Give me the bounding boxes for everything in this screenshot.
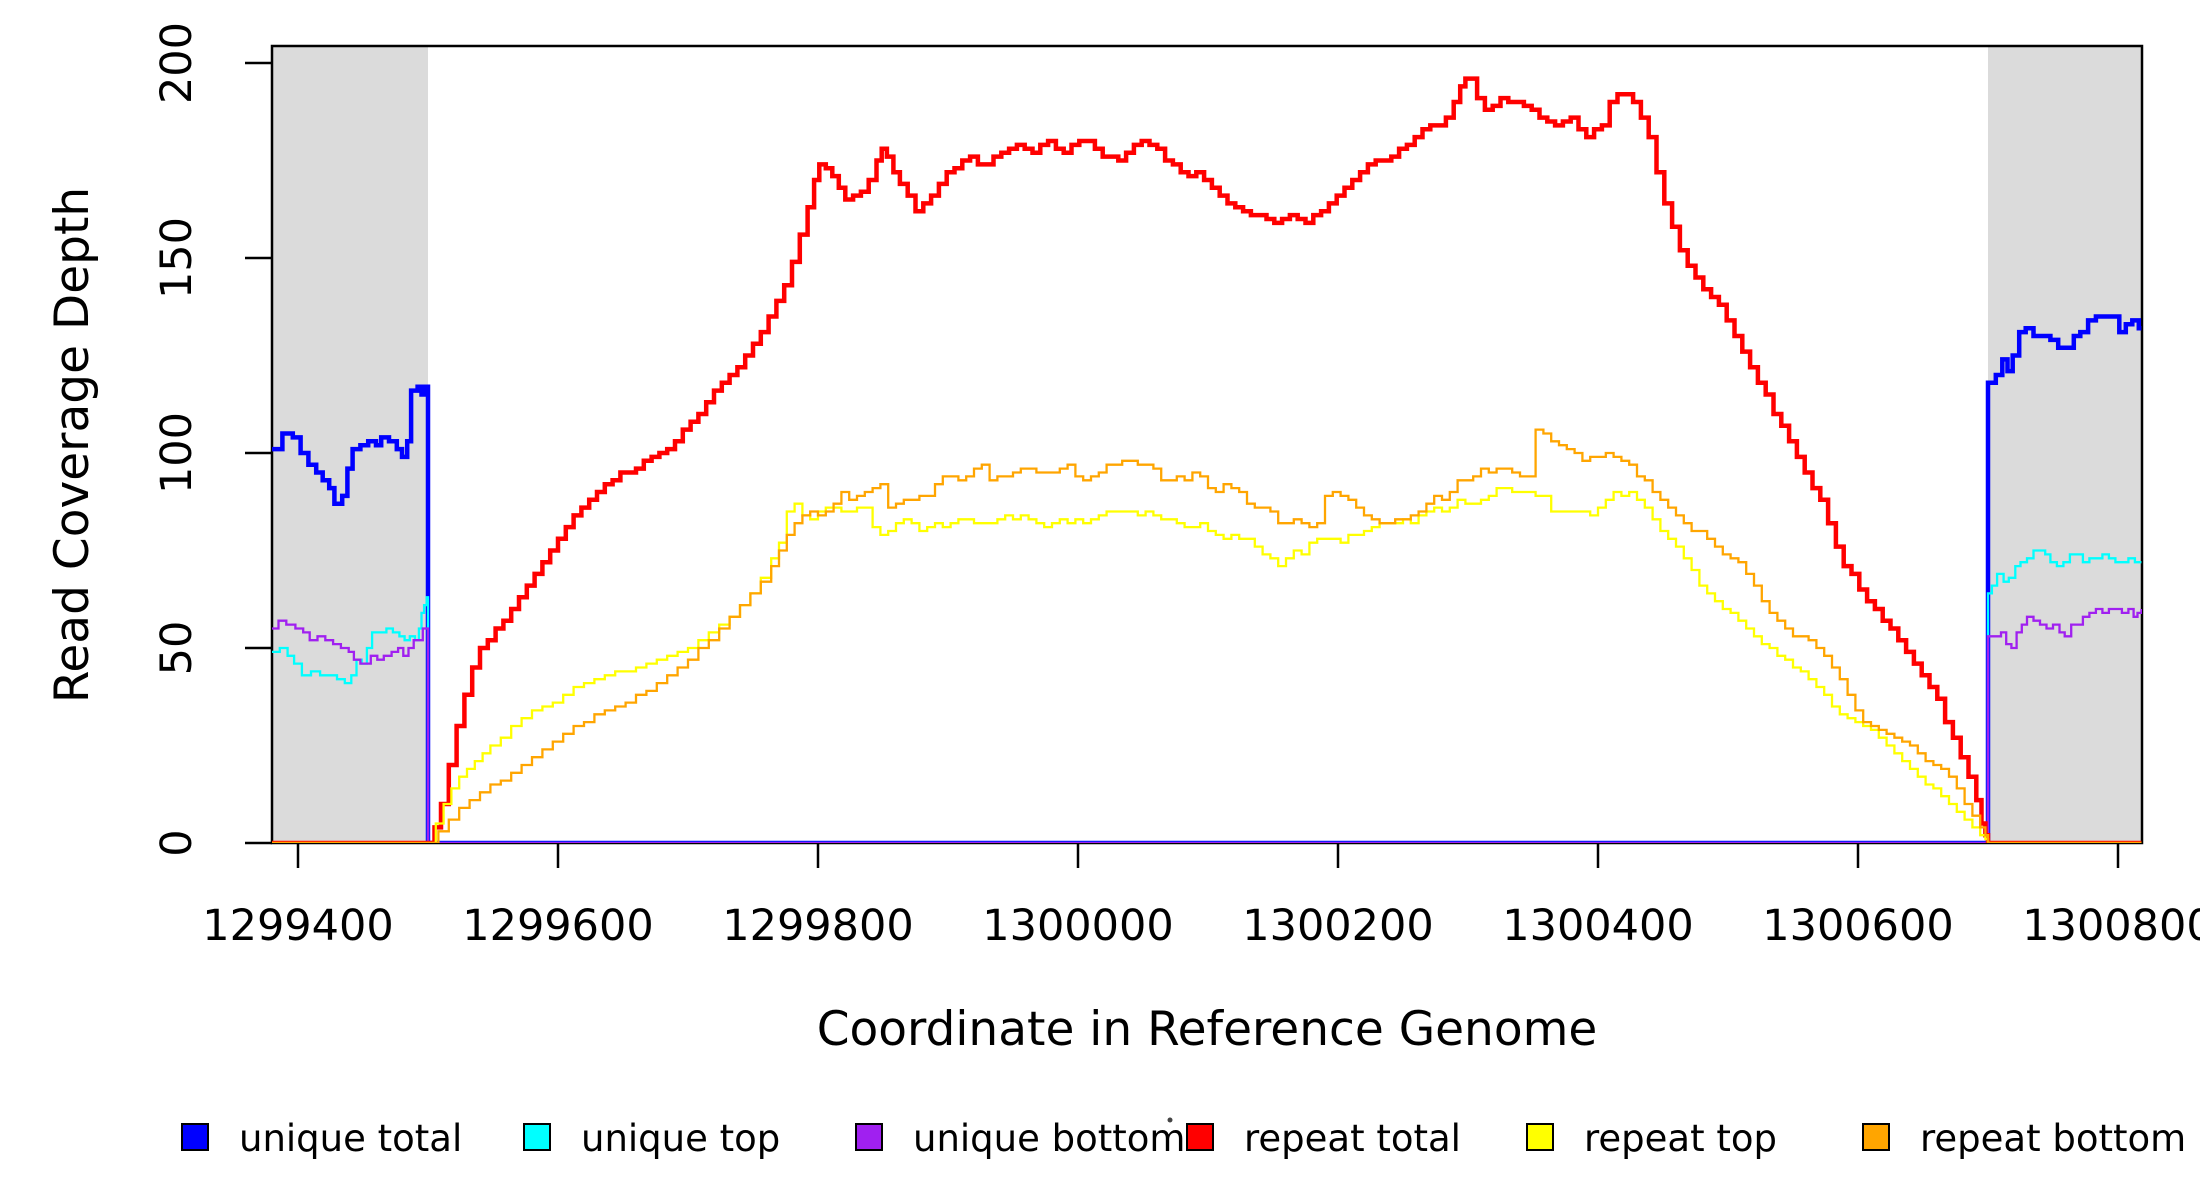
- shaded-region: [1988, 46, 2142, 843]
- series-unique-total: [272, 314, 2142, 843]
- x-tick-label: 1300000: [982, 901, 1174, 951]
- series-repeat-total: [272, 76, 2142, 843]
- series-unique-bottom: [272, 607, 2142, 843]
- shaded-regions: [272, 46, 2142, 843]
- legend-swatch: [181, 1123, 209, 1151]
- legend-item: unique top: [523, 1117, 780, 1160]
- legend-item: unique bottom: [855, 1117, 1185, 1160]
- x-tick-label: 1300200: [1242, 901, 1434, 951]
- legend-label: unique bottom: [913, 1117, 1185, 1160]
- x-tick-label: 1299600: [462, 901, 654, 951]
- y-tick-label: 50: [152, 621, 202, 676]
- legend-label: repeat bottom: [1920, 1117, 2186, 1160]
- x-tick-label: 1299400: [202, 901, 394, 951]
- x-axis-title: Coordinate in Reference Genome: [817, 1002, 1598, 1057]
- legend-label: unique total: [239, 1117, 462, 1160]
- legend-item: repeat total: [1186, 1117, 1461, 1160]
- legend-swatch: [1526, 1123, 1554, 1151]
- series-repeat-top: [272, 486, 2142, 843]
- legend-item: unique total: [181, 1117, 462, 1160]
- x-axis: 1299400 1299600 1299800 1300000 1300200 13004…: [202, 843, 2200, 951]
- legend-swatch: [1186, 1123, 1214, 1151]
- legend-label: repeat total: [1244, 1117, 1461, 1160]
- y-tick-label: 200: [152, 22, 202, 104]
- series-unique-top: [272, 549, 2142, 843]
- legend-swatch: [523, 1123, 551, 1151]
- legend-item: repeat top: [1526, 1117, 1777, 1160]
- shaded-region: [272, 46, 428, 843]
- x-tick-label: 1299800: [722, 901, 914, 951]
- x-tick-label: 1300400: [1502, 901, 1694, 951]
- stray-dot-artifact: [1167, 1117, 1173, 1123]
- data-series: [272, 76, 2142, 843]
- y-tick-label: 0: [152, 829, 202, 856]
- legend-label: repeat top: [1584, 1117, 1777, 1160]
- x-tick-label: 1300800: [2022, 901, 2200, 951]
- y-axis-title: Read Coverage Depth: [45, 187, 100, 703]
- y-axis: 0 50 100 150 200: [152, 22, 272, 857]
- y-tick-label: 150: [152, 217, 202, 299]
- legend-label: unique top: [581, 1117, 780, 1160]
- series-repeat-bottom: [272, 428, 2142, 843]
- legend: unique total unique top unique bottom repea…: [181, 1117, 2186, 1160]
- y-tick-label: 100: [152, 412, 202, 494]
- legend-item: repeat bottom: [1862, 1117, 2186, 1160]
- legend-swatch: [1862, 1123, 1890, 1151]
- plot-frame: [270, 44, 2144, 845]
- x-tick-label: 1300600: [1762, 901, 1954, 951]
- legend-swatch: [855, 1123, 883, 1151]
